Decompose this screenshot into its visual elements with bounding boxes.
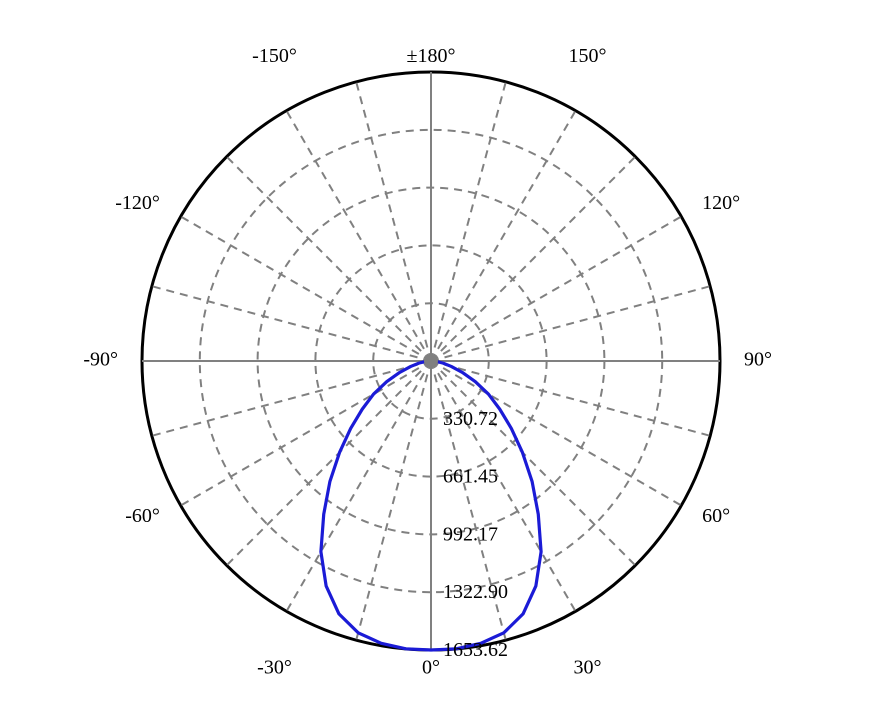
angle-label: 150° xyxy=(569,45,607,67)
grid-spoke xyxy=(227,157,431,361)
angle-label: -60° xyxy=(125,505,160,527)
grid-spoke xyxy=(356,82,431,361)
grid-spoke xyxy=(152,286,431,361)
angle-label: 30° xyxy=(574,657,602,679)
angle-label: ±180° xyxy=(407,45,456,67)
angle-label: -30° xyxy=(257,657,292,679)
angle-label: -150° xyxy=(252,45,297,67)
radial-tick-label: 661.45 xyxy=(443,466,498,488)
radial-tick-label: 1322.90 xyxy=(443,581,508,603)
grid-spoke xyxy=(227,361,431,565)
grid-spoke xyxy=(287,361,432,611)
angle-label: 60° xyxy=(702,505,730,527)
radial-tick-label: 992.17 xyxy=(443,523,498,545)
angle-label: -90° xyxy=(83,349,118,371)
angle-label: 90° xyxy=(744,349,772,371)
polar-chart: 0° 30° 60° 90° 120° 150° ±180° -150° -120° -90° -6… xyxy=(0,0,883,711)
grid-spoke xyxy=(181,217,431,362)
grid-spoke xyxy=(431,217,681,362)
grid-spoke xyxy=(431,286,710,361)
grid-spoke xyxy=(181,361,431,506)
grid-spoke xyxy=(431,82,506,361)
grid-spoke xyxy=(431,157,635,361)
angle-label: 0° xyxy=(422,657,440,679)
grid-spoke xyxy=(431,111,576,361)
center-dot xyxy=(424,354,438,368)
grid-spoke xyxy=(152,361,431,436)
radial-tick-label: 330.72 xyxy=(443,408,498,430)
grid-spoke xyxy=(287,111,432,361)
angle-label: 120° xyxy=(702,192,740,214)
radial-tick-label: 1653.62 xyxy=(443,639,508,661)
angle-label: -120° xyxy=(115,192,160,214)
